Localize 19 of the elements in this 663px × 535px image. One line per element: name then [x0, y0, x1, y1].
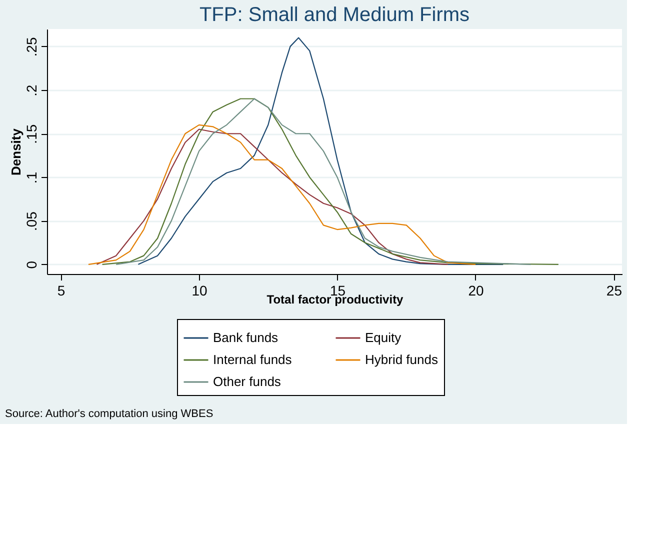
y-tick-label: .1	[24, 172, 40, 184]
x-tick-label: 20	[468, 282, 484, 298]
x-tick-label: 25	[606, 282, 622, 298]
x-tick-label: 5	[57, 282, 66, 298]
x-tick-label: 10	[192, 282, 208, 298]
legend-label: Other funds	[213, 374, 282, 389]
source-note: Source: Author's computation using WBES	[5, 408, 214, 420]
legend-label: Bank funds	[213, 330, 279, 345]
y-tick-label: 0	[24, 260, 40, 269]
chart-title: TFP: Small and Medium Firms	[199, 4, 470, 26]
legend-label: Equity	[365, 330, 402, 345]
y-tick-label: .15	[24, 124, 40, 144]
y-tick-label: .25	[24, 36, 40, 57]
line-series	[138, 37, 504, 265]
y-tick-label: .2	[24, 84, 40, 96]
legend-label: Internal funds	[213, 352, 292, 367]
y-axis-title: Density	[8, 128, 24, 176]
legend-label: Hybrid funds	[365, 352, 438, 367]
y-tick-label: .05	[24, 211, 40, 232]
